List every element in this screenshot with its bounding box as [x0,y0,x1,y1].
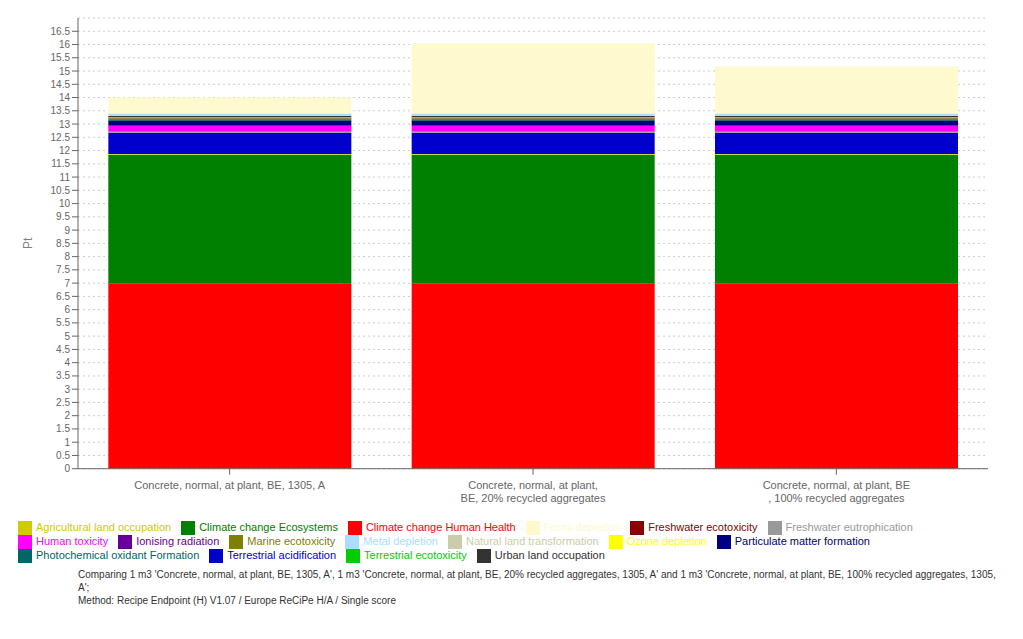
svg-text:7: 7 [64,278,70,289]
html-text:Comparing 1 m3 'Concrete, norm: Comparing 1 m3 'Concrete, normal, at pla… [78,569,996,593]
svg-text:16: 16 [59,39,71,50]
svg-text:0.5: 0.5 [56,450,70,461]
svg-text:4.5: 4.5 [56,344,70,355]
svg-text:11: 11 [60,172,71,183]
svg-text:8: 8 [64,251,70,262]
html-text:Marine ecotoxicity: Marine ecotoxicity [247,534,336,547]
svg-text:Pt: Pt [21,237,35,249]
html-text:Natural land transformation: Natural land transformation [466,534,599,547]
svg-text:4: 4 [64,357,70,368]
svg-text:6: 6 [64,304,70,315]
html-text:Human toxicity: Human toxicity [36,534,109,547]
svg-text:15: 15 [59,66,71,77]
html-text:Method: Recipe Endpoint (H) V1: Method: Recipe Endpoint (H) V1.07 / Euro… [78,595,396,606]
svg-text:1.5: 1.5 [56,423,70,434]
svg-text:12.5: 12.5 [51,132,71,143]
svg-text:2.5: 2.5 [56,397,70,408]
html-text:Metal depletion: Metal depletion [363,534,438,547]
svg-text:7.5: 7.5 [56,264,70,275]
svg-text:13: 13 [59,119,71,130]
svg-text:10.5: 10.5 [51,185,71,196]
html-text:Terrestrial acidification: Terrestrial acidification [227,548,337,561]
svg-text:14: 14 [59,92,71,103]
svg-text:3.5: 3.5 [56,370,70,381]
svg-text:11.5: 11.5 [51,158,70,169]
svg-text:5.5: 5.5 [56,317,70,328]
svg-text:6.5: 6.5 [56,291,70,302]
svg-text:14.5: 14.5 [51,79,71,90]
html-text:Ozone depletion: Ozone depletion [626,534,707,547]
html-text:Freshwater ecotoxicity: Freshwater ecotoxicity [648,520,758,533]
svg-text:1: 1 [64,437,70,448]
svg-text:10: 10 [59,198,71,209]
svg-text:Concrete, normal, at plant, BE: Concrete, normal, at plant, BE, 100% rec… [763,479,910,504]
svg-text:16.5: 16.5 [51,26,71,37]
html-text:Fossil depletion: Fossil depletion [543,520,621,533]
svg-text:2: 2 [64,410,70,421]
svg-text:9.5: 9.5 [56,211,70,222]
html-text:Climate change Ecosystems: Climate change Ecosystems [199,520,338,533]
html-text:Ionising radiation: Ionising radiation [136,534,220,547]
html-text:Photochemical oxidant Formatio: Photochemical oxidant Formation [36,548,200,561]
html-text:Urban land occupation: Urban land occupation [494,548,605,561]
svg-text:3: 3 [64,384,70,395]
html-text:Particulate matter formation: Particulate matter formation [734,534,870,547]
svg-text:15.5: 15.5 [51,52,71,63]
svg-text:13.5: 13.5 [51,105,71,116]
html-text:Climate change Human Health: Climate change Human Health [365,520,516,533]
html-text:Freshwater eutrophication: Freshwater eutrophication [785,520,913,533]
svg-text:5: 5 [64,331,70,342]
svg-text:8.5: 8.5 [56,238,70,249]
svg-text:12: 12 [59,145,71,156]
html-text:Agricultural land occupation: Agricultural land occupation [36,520,172,533]
html-text:Terrestrial ecotoxicity: Terrestrial ecotoxicity [364,548,467,561]
svg-text:Concrete, normal, at plant,BE,: Concrete, normal, at plant,BE, 20% recyc… [461,479,606,504]
svg-text:0: 0 [64,463,70,474]
svg-text:Concrete, normal, at plant, BE: Concrete, normal, at plant, BE, 1305, A [134,479,325,491]
svg-text:9: 9 [64,225,70,236]
